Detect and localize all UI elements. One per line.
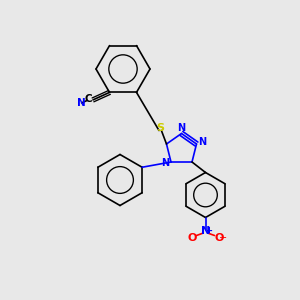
Text: N: N [198,136,206,147]
Text: O: O [214,233,224,243]
Text: +: + [206,226,213,235]
Text: S: S [157,123,164,133]
Text: N: N [76,98,85,109]
Text: N: N [177,123,186,133]
Text: C: C [85,94,92,104]
Text: N: N [161,158,170,169]
Text: −: − [219,233,227,243]
Text: N: N [201,226,210,236]
Text: O: O [187,233,197,243]
